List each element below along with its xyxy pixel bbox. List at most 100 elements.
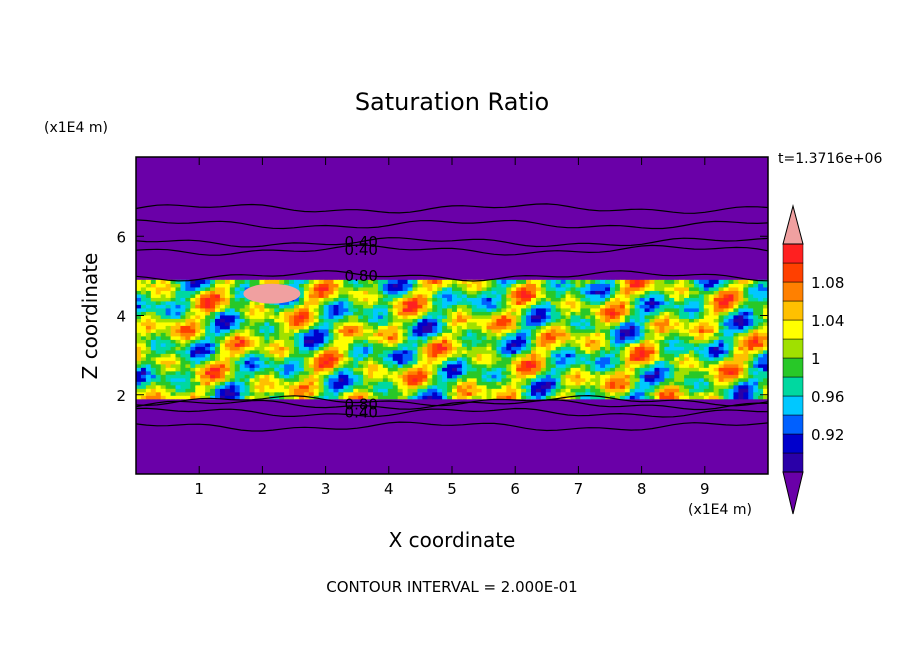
field-cell (407, 363, 414, 368)
field-cell (590, 349, 596, 354)
field-cell (506, 307, 512, 312)
field-cell (358, 325, 364, 330)
field-cell (180, 290, 186, 295)
field-cell (619, 311, 626, 316)
field-cell (708, 335, 715, 340)
field-cell (219, 311, 226, 316)
field-cell (382, 374, 389, 379)
field-cell (427, 304, 433, 309)
field-cell (205, 332, 211, 337)
field-cell (491, 367, 498, 372)
field-cell (328, 328, 335, 333)
field-cell (758, 314, 764, 319)
field-cell (244, 374, 251, 379)
field-cell (190, 290, 196, 295)
field-cell (763, 395, 769, 400)
field-cell (664, 307, 670, 312)
field-cell (284, 279, 290, 284)
field-cell (195, 339, 201, 344)
field-cell (684, 293, 690, 298)
field-cell (229, 363, 236, 368)
field-cell (298, 328, 305, 333)
field-cell (412, 384, 419, 389)
field-cell (639, 325, 646, 330)
field-cell (412, 388, 419, 393)
field-cell (195, 335, 201, 340)
field-cell (644, 384, 651, 389)
field-cell (249, 339, 256, 344)
field-cell (595, 297, 601, 302)
field-cell (219, 332, 226, 337)
field-cell (674, 297, 680, 302)
field-cell (703, 311, 710, 316)
field-cell (387, 293, 394, 298)
field-cell (432, 363, 438, 368)
field-cell (679, 356, 685, 361)
field-cell (392, 360, 399, 365)
field-cell (644, 346, 651, 351)
field-cell (748, 283, 754, 288)
field-cell (471, 318, 478, 323)
field-cell (382, 332, 389, 337)
field-cell (447, 360, 453, 365)
field-cell (190, 395, 196, 400)
field-cell (565, 384, 572, 389)
field-cell (738, 391, 744, 396)
field-cell (377, 297, 384, 302)
field-cell (412, 342, 419, 347)
field-cell (649, 321, 656, 326)
field-cell (600, 286, 606, 291)
field-cell (294, 391, 300, 396)
field-cell (373, 367, 379, 372)
field-cell (624, 353, 631, 358)
field-cell (170, 314, 177, 319)
field-cell (136, 388, 142, 393)
field-cell (738, 297, 744, 302)
field-cell (338, 356, 344, 361)
field-cell (560, 363, 567, 368)
field-cell (259, 367, 265, 372)
field-cell (619, 314, 626, 319)
field-cell (679, 290, 685, 295)
field-cell (279, 349, 285, 354)
field-cell (442, 374, 448, 379)
field-cell (175, 353, 182, 358)
field-cell (526, 314, 532, 319)
field-cell (555, 356, 562, 361)
field-cell (210, 283, 216, 288)
field-cell (224, 363, 231, 368)
field-cell (140, 363, 147, 368)
field-cell (175, 384, 182, 389)
field-cell (210, 325, 216, 330)
field-cell (693, 314, 700, 319)
field-cell (703, 349, 710, 354)
field-cell (136, 377, 142, 382)
field-cell (664, 346, 670, 351)
field-cell (501, 325, 507, 330)
field-cell (136, 360, 142, 365)
field-cell (259, 304, 265, 309)
field-cell (382, 360, 389, 365)
field-cell (619, 346, 626, 351)
field-cell (758, 395, 764, 400)
field-cell (713, 311, 720, 316)
field-cell (382, 283, 389, 288)
field-cell (743, 314, 749, 319)
field-cell (343, 300, 349, 305)
field-cell (481, 279, 488, 284)
field-cell (160, 349, 167, 354)
field-cell (516, 290, 522, 295)
field-cell (294, 377, 300, 382)
field-cell (303, 353, 310, 358)
field-cell (210, 349, 216, 354)
field-cell (229, 374, 236, 379)
field-cell (185, 391, 191, 396)
x-tick-label: 2 (258, 480, 268, 498)
field-cell (600, 332, 606, 337)
field-cell (674, 353, 680, 358)
field-cell (491, 286, 498, 291)
field-cell (481, 349, 488, 354)
field-cell (229, 321, 236, 326)
field-cell (239, 388, 246, 393)
field-cell (279, 279, 285, 284)
